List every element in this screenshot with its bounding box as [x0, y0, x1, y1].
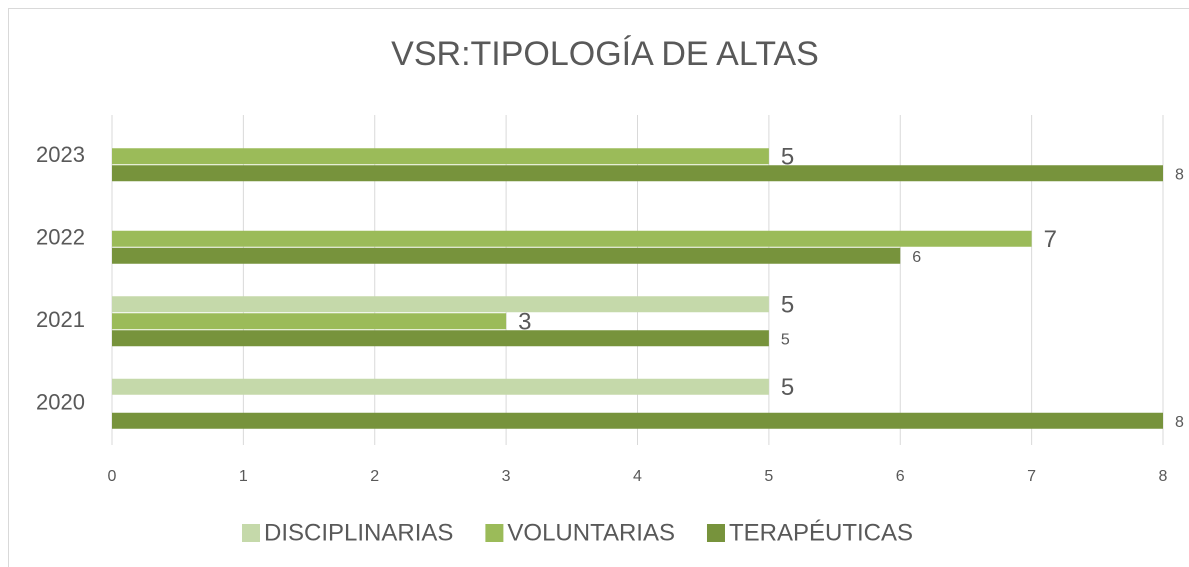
data-label: 8 [1175, 166, 1184, 183]
bar [112, 330, 769, 347]
bar [112, 247, 901, 264]
legend-label: VOLUNTARIAS [507, 519, 675, 546]
data-label: 5 [781, 374, 794, 401]
bar [112, 296, 769, 313]
bar [112, 412, 1163, 429]
data-label: 7 [1044, 226, 1057, 253]
x-tick-label: 7 [1027, 468, 1036, 485]
x-tick-label: 0 [108, 468, 117, 485]
x-tick-label: 1 [239, 468, 248, 485]
data-label: 5 [781, 292, 794, 319]
bar [112, 313, 507, 330]
y-tick-label: 2023 [36, 142, 85, 167]
x-tick-label: 2 [370, 468, 379, 485]
data-label: 3 [518, 309, 531, 336]
x-tick-label: 8 [1159, 468, 1168, 485]
data-label: 8 [1175, 414, 1184, 431]
legend-swatch [485, 524, 504, 542]
data-label: 5 [781, 331, 790, 348]
x-tick-label: 5 [764, 468, 773, 485]
data-label: 5 [781, 144, 794, 171]
y-tick-label: 2020 [36, 390, 85, 415]
bar [112, 165, 1163, 182]
legend-label: DISCIPLINARIAS [264, 519, 453, 546]
bar [112, 378, 769, 395]
x-tick-label: 6 [896, 468, 905, 485]
chart-border [8, 8, 1189, 567]
y-tick-label: 2021 [36, 307, 85, 332]
x-tick-label: 3 [502, 468, 511, 485]
legend-swatch [242, 524, 260, 542]
data-label: 6 [912, 249, 921, 266]
bar [112, 148, 769, 165]
legend-label: TERAPÉUTICAS [729, 519, 913, 546]
legend-swatch [706, 524, 725, 542]
bar [112, 230, 1032, 247]
x-tick-label: 4 [633, 468, 642, 485]
chart-title: VSR:TIPOLOGÍA DE ALTAS [391, 35, 819, 73]
y-tick-label: 2022 [36, 225, 85, 250]
